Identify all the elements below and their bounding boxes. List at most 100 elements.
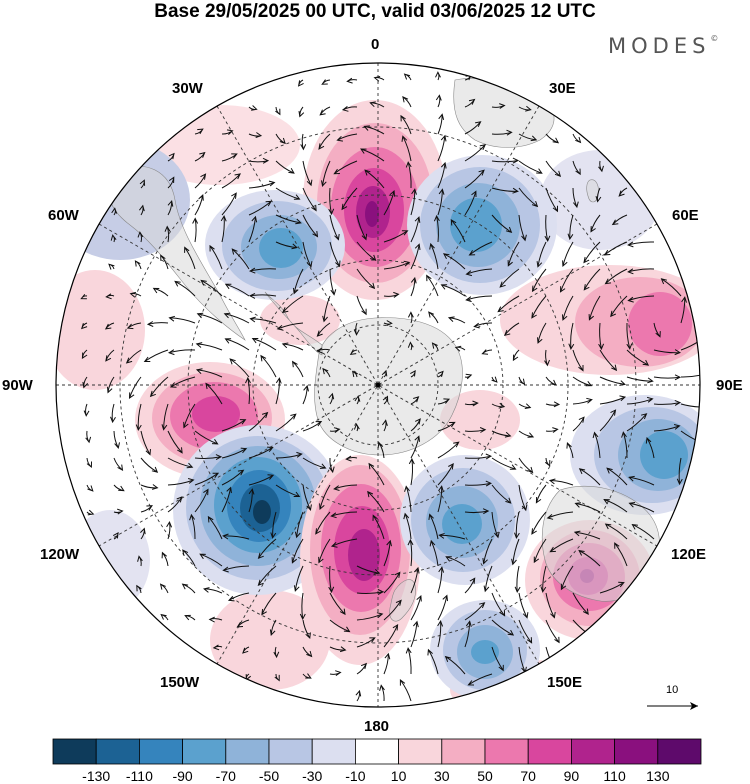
wind-vector-arrow <box>464 508 490 515</box>
colorbar-tick-label: 70 <box>520 768 536 784</box>
wind-vector-arrow <box>437 161 447 189</box>
wind-vector-arrow <box>152 287 169 297</box>
wind-vector-arrow <box>261 592 277 616</box>
wind-vector-arrow <box>464 169 485 189</box>
wind-vector-arrow <box>275 241 298 250</box>
wind-vector-arrow <box>578 468 601 486</box>
wind-vector-arrow <box>407 538 414 567</box>
wind-vector-arrow <box>574 502 601 513</box>
wind-vector-arrow <box>450 218 466 243</box>
wind-vector-arrow <box>680 296 687 324</box>
anomaly-positive-170w <box>300 455 420 665</box>
wind-vector-arrow <box>302 187 317 212</box>
wind-vector-arrow <box>491 484 512 504</box>
colorbar-tick-label: -50 <box>258 768 280 784</box>
wind-vector-arrow <box>248 411 269 432</box>
wind-vector-arrow <box>410 188 417 216</box>
wind-vector-arrow <box>503 322 520 337</box>
wind-vector-arrow <box>83 403 90 417</box>
wind-vector-arrow <box>333 160 358 175</box>
wind-vector-arrow <box>297 79 304 87</box>
wind-vector-arrow <box>205 382 223 405</box>
wind-vector-arrow <box>598 322 605 351</box>
wind-vector-arrow <box>192 217 199 243</box>
wind-vector-arrow <box>222 533 250 540</box>
wind-vector-arrow <box>248 488 255 513</box>
wind-vector-arrow <box>321 79 331 85</box>
wind-vector-arrow <box>328 187 335 216</box>
wind-vector-arrow <box>107 376 115 394</box>
wind-vector-arrow <box>229 358 250 378</box>
wind-vector-arrow <box>403 73 412 81</box>
wind-vector-arrow <box>410 369 416 378</box>
wind-vector-arrow <box>86 457 92 469</box>
wind-vector-arrow <box>598 160 604 173</box>
wind-vector-arrow <box>341 187 358 211</box>
wind-vector-arrow <box>275 133 286 145</box>
wind-vector-arrow <box>559 268 574 293</box>
wind-vector-arrow <box>302 384 309 405</box>
wind-vector-arrow <box>464 373 473 380</box>
wind-vector-arrow <box>167 496 183 513</box>
wind-vector-arrow <box>364 169 385 189</box>
wind-vector-arrow <box>321 160 331 187</box>
wind-vector-arrow <box>572 160 581 176</box>
wind-vector-arrow <box>369 101 385 108</box>
wind-vector-arrow <box>465 268 493 277</box>
wind-vector-arrow <box>81 349 88 360</box>
wind-vector-arrow <box>367 490 385 513</box>
wind-vector-arrow <box>429 242 439 270</box>
lon-label-150e: 150E <box>547 674 583 691</box>
wind-vector-arrow <box>537 322 547 344</box>
wind-vector-arrow <box>518 619 533 644</box>
wind-vector-arrow <box>125 349 142 364</box>
wind-vector-arrow <box>167 152 175 162</box>
wind-vector-arrow <box>281 295 304 314</box>
wind-vector-arrow <box>618 187 628 197</box>
wind-vector-arrow <box>491 157 520 164</box>
wind-vector-arrow <box>518 430 535 438</box>
wind-vector-arrow <box>167 457 194 469</box>
wind-vector-arrow <box>531 511 547 535</box>
wind-vector-arrow <box>626 322 633 350</box>
wind-vector-arrow <box>299 592 306 621</box>
wind-vector-arrow <box>346 77 358 84</box>
wind-vector-arrow <box>401 135 412 162</box>
wind-vector-arrow <box>273 646 280 659</box>
wind-vector-arrow <box>221 469 245 486</box>
wind-vector-arrow <box>293 268 304 295</box>
wind-vector-arrow <box>195 342 223 351</box>
colorbar-tick-label: -110 <box>125 768 153 784</box>
wind-vector-arrow <box>164 225 171 243</box>
wind-vector-arrow <box>464 98 476 108</box>
wind-vector-arrow <box>518 376 526 386</box>
wind-vector-arrow <box>583 268 601 291</box>
madagascar-landmass <box>586 179 599 203</box>
wind-vector-arrow <box>447 316 466 324</box>
wind-vector-arrow <box>497 295 520 313</box>
wind-vector-arrow <box>80 293 88 300</box>
wind-vector-arrow <box>435 71 441 81</box>
anomaly-negative-50w <box>205 190 345 300</box>
wind-vector-arrow <box>491 376 498 383</box>
wind-vector-arrow <box>275 160 295 174</box>
wind-vector-arrow <box>194 454 223 461</box>
wind-vector-arrow <box>431 342 439 351</box>
wind-vector-arrow <box>146 321 169 327</box>
wind-vector-arrow <box>105 349 115 362</box>
anomaly-negative-105e <box>570 395 700 515</box>
wind-vector-arrow <box>562 295 574 321</box>
wind-vector-arrow <box>194 151 206 162</box>
wind-vector-arrow <box>333 484 358 491</box>
wind-vector-arrow <box>407 341 414 351</box>
wind-vector-arrow <box>248 157 270 164</box>
wind-vector-arrow <box>242 646 250 654</box>
wind-vector-arrow <box>464 577 476 594</box>
wind-vector-arrow <box>302 420 323 432</box>
colorbar-tick-label: 90 <box>563 768 580 784</box>
colorbar-tick-label: 10 <box>390 768 407 784</box>
wind-vector-arrow <box>464 400 479 407</box>
wind-vector-arrow <box>248 180 276 189</box>
wind-vector-arrow <box>318 538 331 564</box>
wind-vector-arrow <box>680 371 700 378</box>
